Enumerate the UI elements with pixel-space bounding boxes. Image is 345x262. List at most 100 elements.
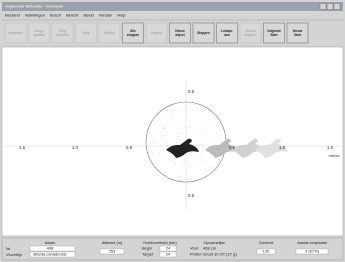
noise-dot	[210, 143, 211, 144]
noise-dot	[198, 156, 199, 157]
noise-dot	[179, 110, 180, 111]
noise-dot	[195, 104, 196, 105]
status-panel: Nr. Vluchtlijn Naam 408 Branta canadensi…	[2, 238, 343, 260]
noise-dot	[166, 142, 167, 143]
noise-dot	[219, 125, 220, 126]
noise-dot	[162, 127, 163, 128]
noise-dot	[160, 137, 161, 138]
toolbar-button: Replay	[146, 23, 167, 43]
column-header: Aantal verplaatst	[297, 240, 328, 245]
noise-dot	[149, 132, 150, 133]
noise-dot	[182, 181, 183, 182]
app-window: Vogelradar Simulatie - Vluchtpad Bestand…	[0, 0, 345, 262]
column-header: Afstand (m)	[102, 240, 123, 245]
noise-dot	[160, 145, 161, 146]
noise-dot	[177, 133, 178, 134]
noise-dot	[178, 176, 179, 177]
x-label: 1.0	[279, 145, 286, 150]
toolbar-button[interactable]: Luidspr.aan	[217, 23, 238, 43]
noise-dot	[190, 178, 191, 179]
noise-dot	[152, 155, 153, 156]
noise-dot	[172, 112, 173, 113]
minimize-button[interactable]	[320, 4, 326, 10]
button-label: opname	[56, 33, 68, 37]
noise-dot	[150, 152, 151, 153]
close-button[interactable]	[334, 4, 340, 10]
noise-dot	[205, 176, 206, 177]
window-controls	[320, 4, 340, 10]
button-label: aan	[224, 33, 230, 37]
column-header: Opnamelijst	[203, 240, 225, 245]
menu-item[interactable]: Bericht	[66, 13, 79, 18]
menu-item[interactable]: Venster	[99, 13, 113, 18]
field-value: 24	[166, 252, 171, 257]
toolbar-button[interactable]: Stoppen	[193, 23, 214, 43]
noise-dot	[180, 140, 181, 141]
field-label: Profiel	[190, 252, 201, 257]
plot-area	[2, 47, 343, 236]
column-header: Gewicht	[259, 240, 274, 245]
field-value: 126	[263, 249, 270, 254]
field-label: Begin	[142, 246, 152, 251]
noise-dot	[201, 144, 202, 145]
noise-dot	[167, 145, 168, 146]
noise-dot	[164, 128, 165, 129]
menu-item[interactable]: Beeld	[84, 13, 94, 18]
noise-dot	[172, 110, 173, 111]
noise-dot	[189, 127, 190, 128]
noise-dot	[159, 152, 160, 153]
noise-dot	[222, 127, 223, 128]
button-label: Start	[270, 33, 278, 37]
column-header: Hoeksnelheid (km)	[143, 240, 177, 245]
noise-dot	[160, 152, 161, 153]
noise-dot	[160, 131, 161, 132]
field-value: 253	[109, 249, 116, 254]
button-label: Opnemen	[8, 31, 23, 35]
x-label: 0.5	[229, 145, 236, 150]
noise-dot	[172, 161, 173, 162]
toolbar-button: Volg.opname	[52, 23, 73, 43]
noise-dot	[153, 152, 154, 153]
noise-dot	[208, 135, 209, 136]
maximize-button[interactable]	[327, 4, 333, 10]
toolbar-button: Stop	[76, 23, 97, 43]
menu-item[interactable]: Bosch	[50, 13, 61, 18]
noise-dot	[211, 167, 212, 168]
noise-dot	[205, 125, 206, 126]
button-label: Stoppen	[197, 31, 210, 35]
noise-dot	[171, 118, 172, 119]
noise-dot	[163, 128, 164, 129]
noise-dot	[178, 128, 179, 129]
menu-item[interactable]: Bestand	[5, 13, 20, 18]
noise-dot	[202, 129, 203, 130]
field-value: Groot 10 OT (27 g)	[203, 252, 237, 257]
noise-dot	[185, 127, 186, 128]
noise-dot	[163, 151, 164, 152]
noise-dot	[213, 123, 214, 124]
menu-item[interactable]: Instellingen	[25, 13, 45, 18]
menu-item[interactable]: Help	[117, 13, 126, 18]
column-header: Naam	[45, 240, 56, 245]
field-value: 24	[166, 246, 171, 251]
field-label: Voor	[190, 246, 199, 251]
noise-dot	[185, 110, 186, 111]
row-label: Nr.	[6, 246, 11, 251]
y-label: 0.5	[188, 193, 195, 198]
noise-dot	[187, 109, 188, 110]
noise-dot	[205, 160, 206, 161]
noise-dot	[165, 175, 166, 176]
noise-dot	[213, 168, 214, 169]
noise-dot	[164, 135, 165, 136]
noise-dot	[150, 133, 151, 134]
noise-dot	[156, 143, 157, 144]
noise-dot	[165, 126, 166, 127]
noise-dot	[188, 179, 189, 180]
noise-dot	[210, 111, 211, 112]
noise-dot	[219, 159, 220, 160]
row-label: Vluchtlijn	[6, 252, 22, 257]
